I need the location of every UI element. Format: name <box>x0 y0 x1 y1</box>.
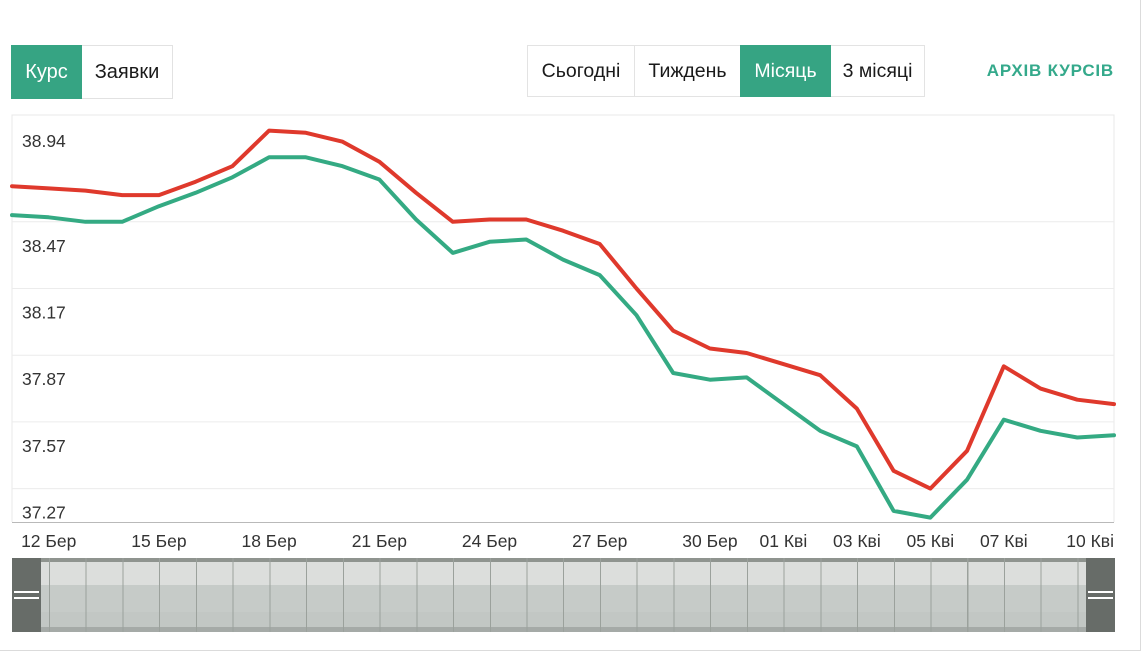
archive-rates-link[interactable]: АРХІВ КУРСІВ <box>986 61 1114 80</box>
x-axis-label: 05 Кві <box>906 531 954 551</box>
tab-kurs[interactable]: Курс <box>11 45 82 99</box>
y-axis-label: 37.57 <box>22 436 66 456</box>
x-axis-label: 07 Кві <box>980 531 1028 551</box>
period-3months-button[interactable]: 3 місяці <box>830 45 925 97</box>
x-axis-label: 30 Бер <box>682 531 737 551</box>
x-axis-label: 12 Бер <box>21 531 76 551</box>
chart-range-navigator <box>12 558 1115 632</box>
x-axis-label: 18 Бер <box>241 531 296 551</box>
navigator-left-handle[interactable] <box>12 558 41 632</box>
x-axis-label: 24 Бер <box>462 531 517 551</box>
period-month-button[interactable]: Місяць <box>740 45 831 97</box>
period-week-button[interactable]: Тиждень <box>634 45 741 97</box>
red-line-upper <box>10 128 1116 491</box>
y-axis-label: 37.27 <box>22 503 66 523</box>
navigator-grip-icon <box>1088 591 1113 599</box>
x-axis-label: 15 Бер <box>131 531 186 551</box>
x-axis-label: 21 Бер <box>352 531 407 551</box>
period-selector-group: Сьогодні Тиждень Місяць 3 місяці <box>527 45 925 97</box>
plot-border <box>11 114 1115 522</box>
green-line-lower <box>10 155 1116 520</box>
y-axis-label: 38.17 <box>22 302 66 322</box>
x-axis-label: 01 Кві <box>760 531 808 551</box>
navigator-right-handle[interactable] <box>1086 558 1115 632</box>
x-axis-label: 10 Кві <box>1066 531 1114 551</box>
y-axis-label: 37.87 <box>22 369 66 389</box>
y-axis-label: 38.94 <box>22 131 66 151</box>
mode-toggle-group: Курс Заявки <box>11 45 173 99</box>
navigator-grip-icon <box>14 591 39 599</box>
x-axis-label: 27 Бер <box>572 531 627 551</box>
navigator-track[interactable] <box>41 558 1086 632</box>
x-axis-label: 03 Кві <box>833 531 881 551</box>
tab-zayavky[interactable]: Заявки <box>82 45 173 99</box>
y-axis-label: 38.47 <box>22 236 66 256</box>
